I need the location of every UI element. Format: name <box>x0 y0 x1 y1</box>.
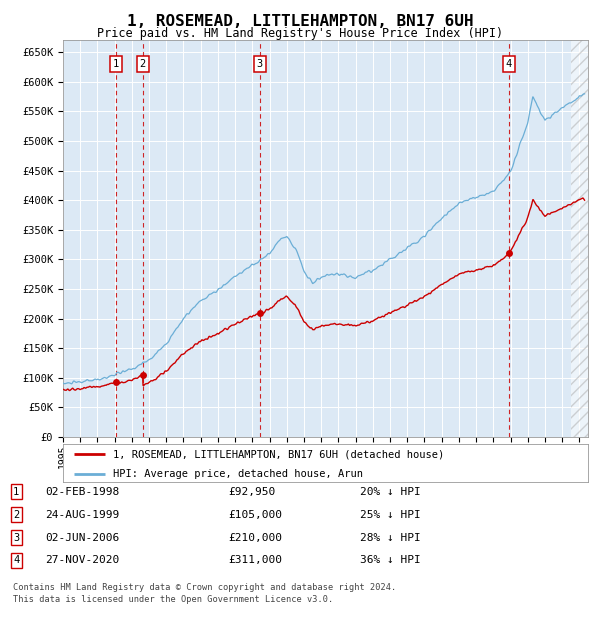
Text: 3: 3 <box>256 59 263 69</box>
Text: 20% ↓ HPI: 20% ↓ HPI <box>360 487 421 497</box>
Text: £92,950: £92,950 <box>228 487 275 497</box>
Text: 4: 4 <box>13 556 19 565</box>
Text: Contains HM Land Registry data © Crown copyright and database right 2024.: Contains HM Land Registry data © Crown c… <box>13 583 397 592</box>
Text: This data is licensed under the Open Government Licence v3.0.: This data is licensed under the Open Gov… <box>13 595 334 604</box>
Text: £105,000: £105,000 <box>228 510 282 520</box>
Text: 02-FEB-1998: 02-FEB-1998 <box>45 487 119 497</box>
Text: 1: 1 <box>113 59 119 69</box>
Text: HPI: Average price, detached house, Arun: HPI: Average price, detached house, Arun <box>113 469 363 479</box>
Text: 25% ↓ HPI: 25% ↓ HPI <box>360 510 421 520</box>
Text: 1, ROSEMEAD, LITTLEHAMPTON, BN17 6UH: 1, ROSEMEAD, LITTLEHAMPTON, BN17 6UH <box>127 14 473 29</box>
Text: 1, ROSEMEAD, LITTLEHAMPTON, BN17 6UH (detached house): 1, ROSEMEAD, LITTLEHAMPTON, BN17 6UH (de… <box>113 450 444 459</box>
Text: 27-NOV-2020: 27-NOV-2020 <box>45 556 119 565</box>
Text: 24-AUG-1999: 24-AUG-1999 <box>45 510 119 520</box>
Text: 3: 3 <box>13 533 19 542</box>
Text: 02-JUN-2006: 02-JUN-2006 <box>45 533 119 542</box>
Text: £210,000: £210,000 <box>228 533 282 542</box>
Text: £311,000: £311,000 <box>228 556 282 565</box>
Text: 36% ↓ HPI: 36% ↓ HPI <box>360 556 421 565</box>
Text: 28% ↓ HPI: 28% ↓ HPI <box>360 533 421 542</box>
Text: 2: 2 <box>140 59 146 69</box>
Text: 1: 1 <box>13 487 19 497</box>
Text: 4: 4 <box>506 59 512 69</box>
Text: 2: 2 <box>13 510 19 520</box>
Text: Price paid vs. HM Land Registry's House Price Index (HPI): Price paid vs. HM Land Registry's House … <box>97 27 503 40</box>
